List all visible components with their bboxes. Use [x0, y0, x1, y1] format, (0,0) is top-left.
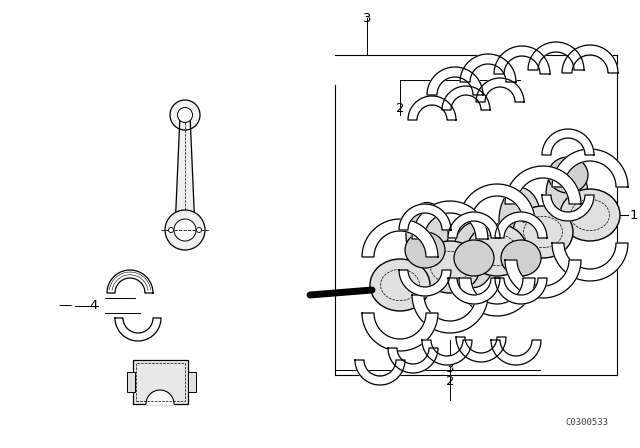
Polygon shape: [562, 45, 618, 73]
Polygon shape: [115, 318, 161, 341]
Polygon shape: [399, 204, 451, 230]
Ellipse shape: [406, 202, 448, 267]
Circle shape: [165, 210, 205, 250]
Circle shape: [168, 228, 173, 233]
Polygon shape: [448, 212, 500, 238]
Polygon shape: [528, 42, 584, 70]
Polygon shape: [542, 195, 594, 221]
Ellipse shape: [405, 232, 445, 268]
Polygon shape: [542, 129, 594, 155]
Polygon shape: [442, 86, 490, 110]
Polygon shape: [107, 270, 153, 293]
Polygon shape: [422, 340, 472, 365]
Ellipse shape: [453, 223, 495, 288]
Ellipse shape: [548, 157, 588, 193]
Polygon shape: [408, 96, 456, 120]
Polygon shape: [494, 46, 550, 74]
Circle shape: [174, 219, 196, 241]
Polygon shape: [355, 360, 405, 385]
Ellipse shape: [467, 224, 527, 276]
Text: —: —: [59, 299, 72, 312]
Polygon shape: [388, 348, 438, 373]
Ellipse shape: [499, 188, 541, 253]
Text: 3: 3: [363, 12, 371, 25]
Polygon shape: [459, 184, 535, 222]
Polygon shape: [505, 260, 581, 298]
Ellipse shape: [420, 241, 480, 293]
Polygon shape: [362, 219, 438, 257]
Circle shape: [196, 228, 202, 233]
Ellipse shape: [501, 240, 541, 276]
Circle shape: [170, 100, 200, 130]
Text: C0300533: C0300533: [565, 418, 608, 427]
Polygon shape: [495, 212, 547, 238]
Polygon shape: [362, 313, 438, 351]
Ellipse shape: [454, 240, 494, 276]
Text: 2: 2: [445, 375, 454, 388]
Ellipse shape: [546, 163, 588, 228]
Polygon shape: [460, 54, 516, 82]
Text: 2: 2: [396, 102, 404, 115]
Text: 4: 4: [90, 299, 98, 312]
Polygon shape: [427, 67, 483, 95]
FancyBboxPatch shape: [188, 372, 195, 392]
Text: 3: 3: [445, 362, 454, 375]
Polygon shape: [412, 201, 488, 239]
Polygon shape: [146, 390, 174, 404]
FancyBboxPatch shape: [132, 360, 188, 404]
Circle shape: [177, 108, 193, 122]
Polygon shape: [448, 278, 500, 304]
Polygon shape: [412, 295, 488, 333]
Polygon shape: [175, 115, 195, 230]
Polygon shape: [456, 337, 506, 362]
Polygon shape: [552, 149, 628, 187]
Polygon shape: [552, 243, 628, 281]
Polygon shape: [491, 340, 541, 365]
Ellipse shape: [370, 259, 430, 311]
Text: 1: 1: [630, 208, 639, 221]
Polygon shape: [399, 270, 451, 296]
Polygon shape: [495, 278, 547, 304]
Polygon shape: [476, 78, 524, 102]
FancyBboxPatch shape: [127, 372, 134, 392]
Polygon shape: [505, 166, 581, 204]
Ellipse shape: [513, 206, 573, 258]
Ellipse shape: [560, 189, 620, 241]
Polygon shape: [459, 278, 535, 316]
